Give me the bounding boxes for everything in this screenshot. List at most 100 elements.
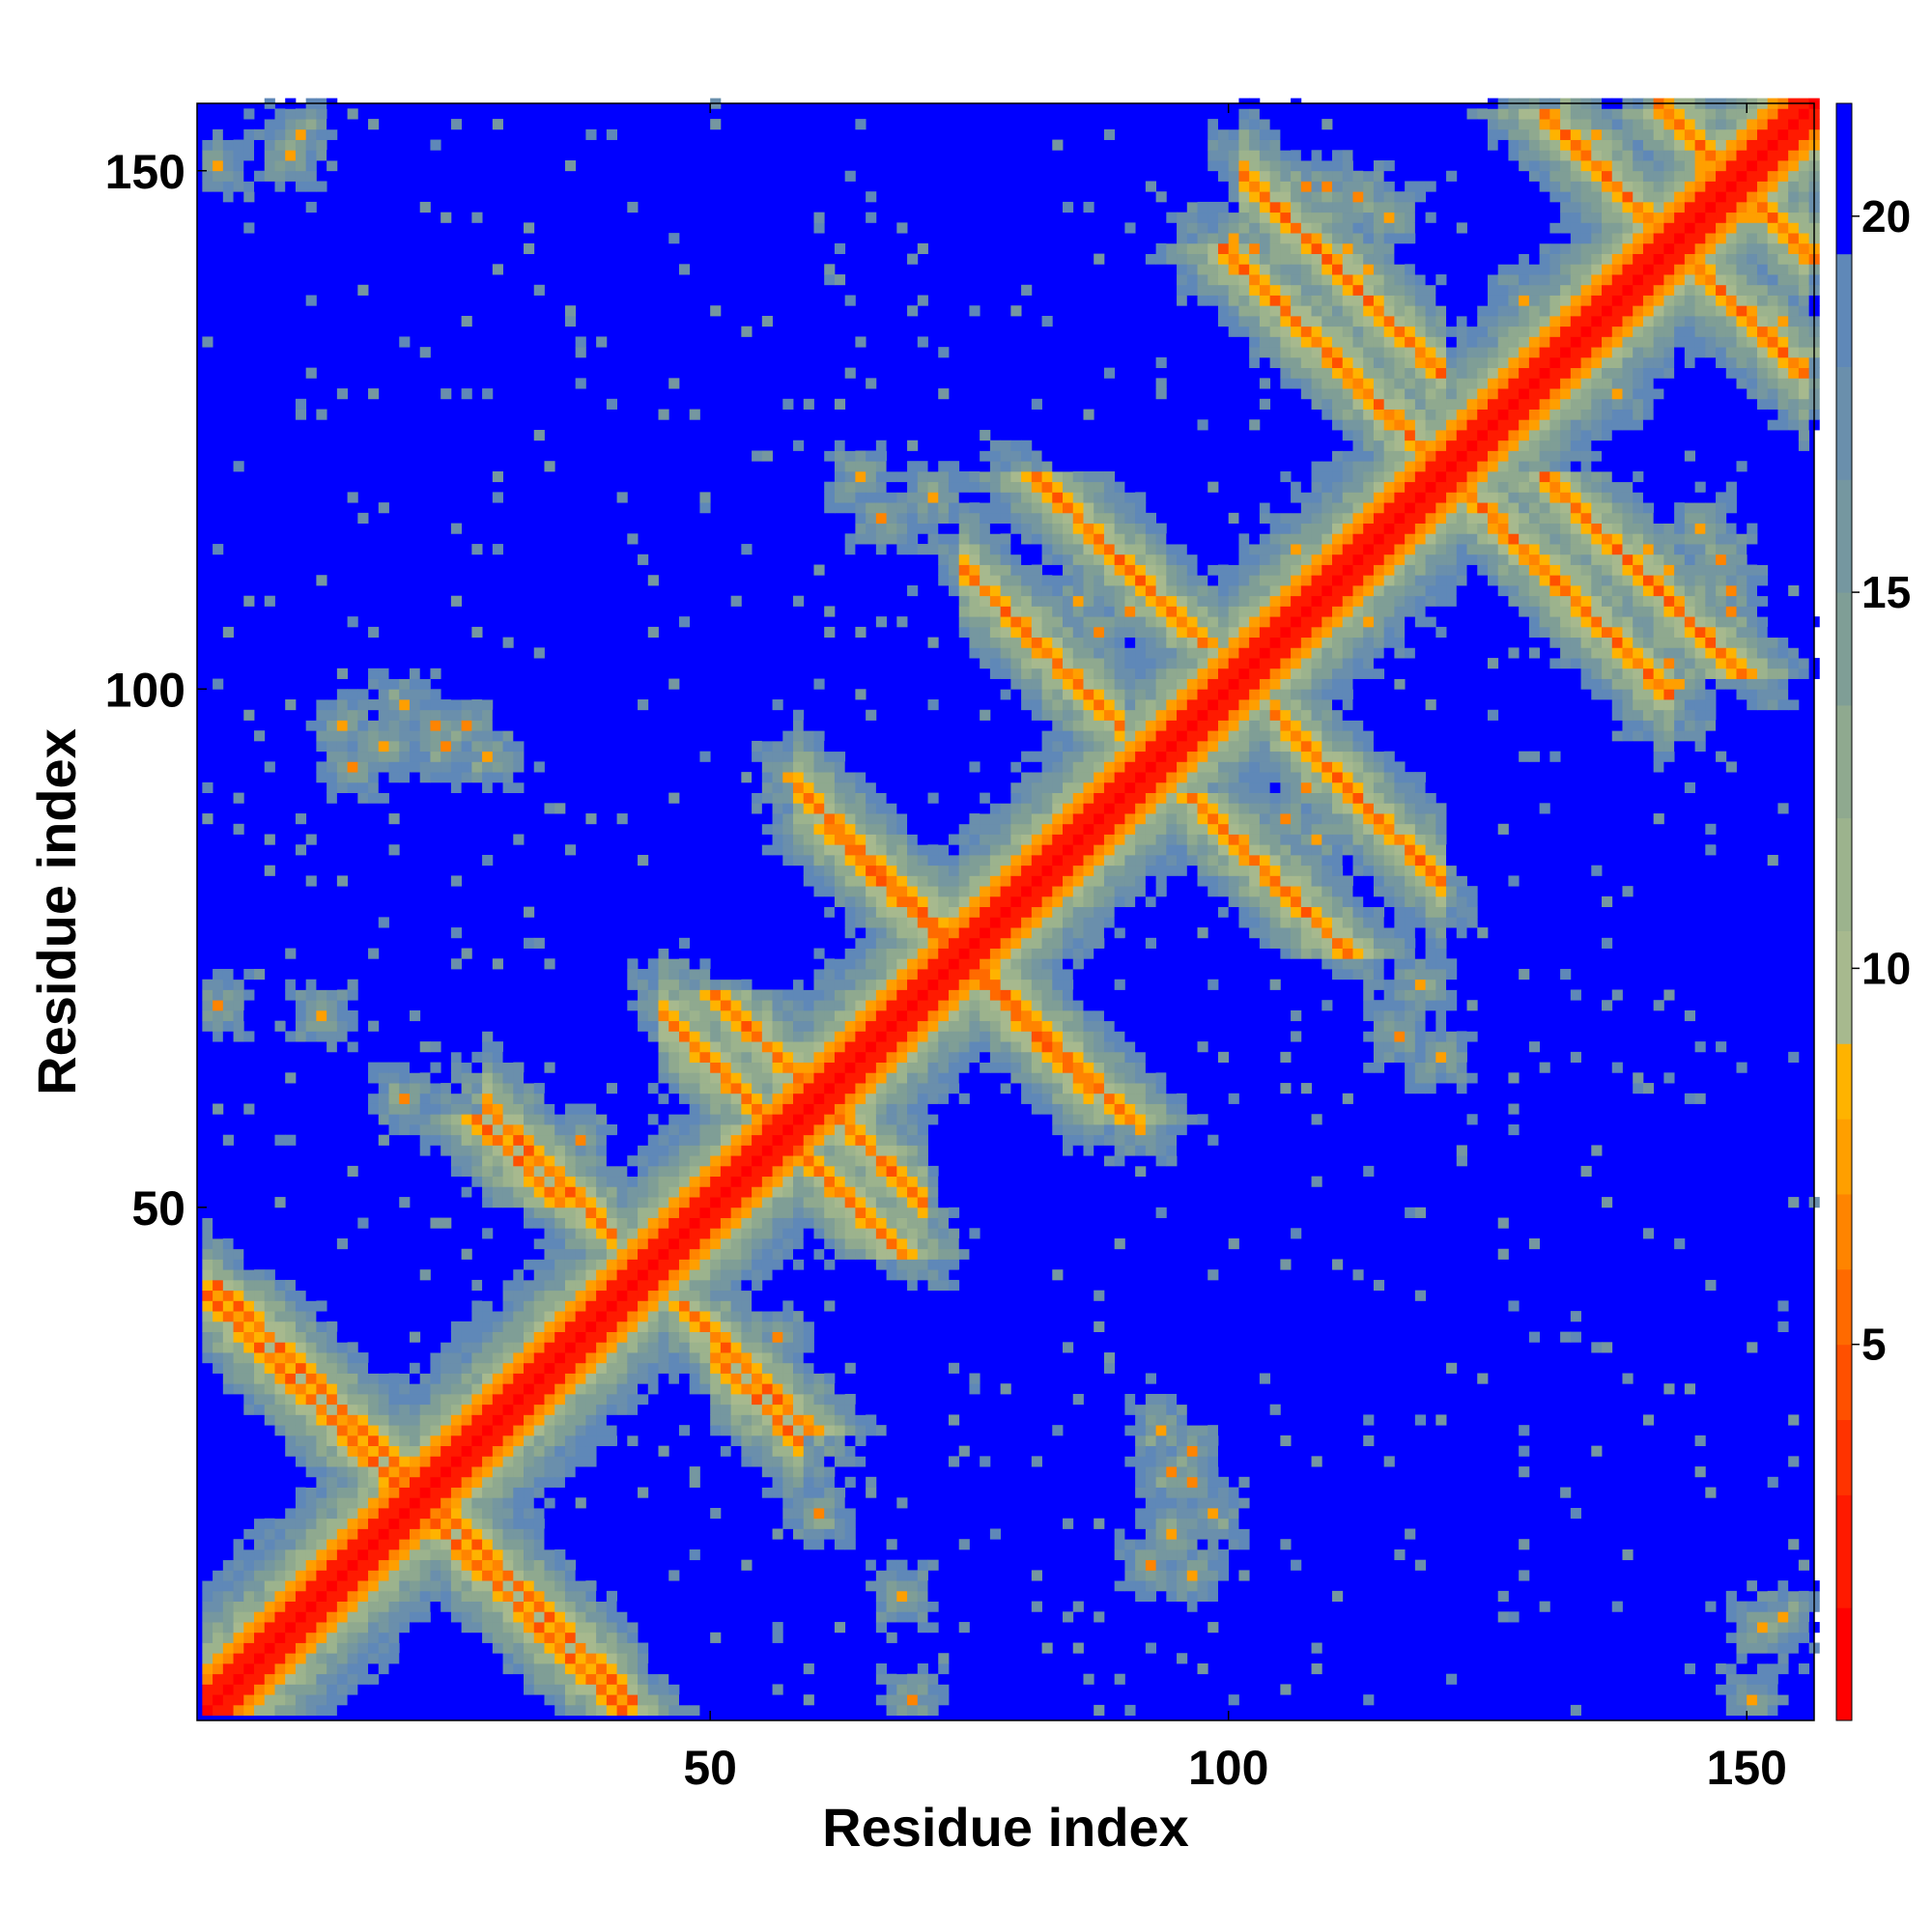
heatmap-cell bbox=[824, 989, 836, 1001]
heatmap-cell bbox=[813, 1155, 825, 1167]
heatmap-cell bbox=[980, 502, 991, 514]
heatmap-cell bbox=[917, 1269, 928, 1281]
heatmap-cell bbox=[254, 1570, 266, 1581]
heatmap-cell bbox=[295, 1570, 307, 1581]
heatmap-cell bbox=[772, 1197, 783, 1208]
heatmap-cell bbox=[980, 544, 991, 555]
heatmap-cell bbox=[689, 1207, 700, 1218]
heatmap-cell bbox=[482, 1548, 494, 1561]
heatmap-cell bbox=[917, 1103, 928, 1115]
heatmap-cell bbox=[544, 1632, 555, 1643]
heatmap-cell bbox=[554, 1425, 566, 1436]
heatmap-cell bbox=[782, 1539, 794, 1550]
heatmap-cell bbox=[502, 772, 514, 783]
heatmap-cell bbox=[741, 1062, 753, 1073]
heatmap-cell bbox=[938, 1186, 950, 1198]
heatmap-cell bbox=[668, 378, 680, 389]
heatmap-cell bbox=[492, 1114, 503, 1125]
heatmap-cell bbox=[855, 1414, 867, 1426]
heatmap-cell bbox=[896, 927, 908, 939]
heatmap-cell bbox=[658, 1083, 669, 1094]
heatmap-cell bbox=[678, 1051, 691, 1063]
heatmap-cell bbox=[564, 1362, 577, 1374]
heatmap-cell bbox=[689, 1694, 700, 1706]
heatmap-cell bbox=[638, 1155, 649, 1167]
heatmap-cell bbox=[782, 1103, 794, 1115]
heatmap-cells bbox=[197, 98, 1820, 1720]
heatmap-cell bbox=[803, 1539, 814, 1550]
heatmap-cell bbox=[440, 1476, 452, 1488]
heatmap-cell bbox=[1000, 979, 1011, 990]
heatmap-cell bbox=[316, 128, 327, 140]
heatmap-cell bbox=[336, 1539, 348, 1550]
heatmap-cell bbox=[1000, 502, 1011, 514]
heatmap-cell bbox=[213, 699, 224, 711]
heatmap-cell bbox=[524, 1456, 535, 1467]
heatmap-cell bbox=[213, 1217, 224, 1229]
heatmap-cell bbox=[585, 1590, 597, 1602]
heatmap-cell bbox=[907, 969, 919, 980]
heatmap-cell bbox=[554, 1611, 566, 1623]
heatmap-cell bbox=[233, 1238, 244, 1250]
heatmap-cell bbox=[1041, 854, 1053, 867]
heatmap-cell bbox=[596, 1145, 608, 1156]
heatmap-cell bbox=[638, 1114, 649, 1125]
heatmap-cell bbox=[544, 1311, 555, 1322]
heatmap-cell bbox=[989, 781, 1002, 793]
heatmap-cell bbox=[1083, 1072, 1094, 1084]
heatmap-cell bbox=[213, 1103, 224, 1115]
heatmap-cell bbox=[886, 875, 897, 887]
heatmap-cell bbox=[471, 699, 483, 711]
heatmap-cell bbox=[368, 1456, 380, 1467]
heatmap-cell bbox=[295, 1456, 307, 1467]
heatmap-cell bbox=[554, 1684, 566, 1695]
heatmap-cell bbox=[233, 139, 244, 151]
heatmap-cell bbox=[647, 1269, 659, 1281]
heatmap-cell bbox=[513, 1487, 525, 1498]
heatmap-cell bbox=[274, 1518, 286, 1529]
heatmap-cell bbox=[606, 1414, 617, 1426]
heatmap-cell bbox=[803, 875, 814, 887]
heatmap-cell bbox=[327, 1580, 338, 1592]
heatmap-cell bbox=[336, 1570, 348, 1581]
heatmap-cell bbox=[564, 1352, 577, 1364]
heatmap-cell bbox=[989, 512, 1002, 524]
heatmap-cell bbox=[886, 1217, 897, 1229]
heatmap-cell bbox=[813, 854, 825, 867]
heatmap-cell bbox=[761, 1300, 773, 1312]
heatmap-cell bbox=[533, 1103, 545, 1115]
heatmap-cell bbox=[886, 1031, 897, 1042]
heatmap-cell bbox=[502, 1072, 514, 1084]
heatmap-cell bbox=[471, 1197, 483, 1208]
heatmap-cell bbox=[419, 1145, 431, 1156]
heatmap-cell bbox=[419, 1456, 431, 1467]
heatmap-cell bbox=[295, 181, 307, 192]
heatmap-cell bbox=[834, 1145, 846, 1156]
heatmap-cell bbox=[461, 315, 472, 327]
heatmap-cell bbox=[658, 927, 669, 939]
heatmap-cell bbox=[1031, 844, 1042, 856]
heatmap-cell bbox=[627, 201, 639, 213]
heatmap-cell bbox=[699, 1238, 711, 1250]
heatmap-cell bbox=[741, 1000, 753, 1011]
heatmap-cell bbox=[907, 948, 919, 959]
heatmap-cell bbox=[596, 1642, 608, 1654]
heatmap-cell bbox=[875, 906, 887, 918]
heatmap-cell bbox=[524, 1684, 535, 1695]
heatmap-cell bbox=[264, 119, 275, 130]
heatmap-cell bbox=[213, 1300, 224, 1312]
heatmap-cell bbox=[243, 181, 255, 192]
heatmap-cell bbox=[824, 450, 836, 462]
heatmap-cell bbox=[554, 1248, 566, 1260]
heatmap-cell bbox=[1031, 1093, 1042, 1104]
heatmap-cell bbox=[761, 1404, 773, 1415]
heatmap-cell bbox=[813, 1404, 825, 1415]
heatmap-cell bbox=[461, 1134, 472, 1146]
heatmap-cell bbox=[419, 1476, 431, 1488]
heatmap-cell bbox=[938, 906, 950, 918]
heatmap-cell bbox=[689, 1269, 700, 1281]
heatmap-cell bbox=[482, 1197, 494, 1208]
heatmap-cell bbox=[761, 1186, 773, 1198]
heatmap-cell bbox=[606, 1321, 617, 1332]
heatmap-cell bbox=[399, 1435, 411, 1447]
